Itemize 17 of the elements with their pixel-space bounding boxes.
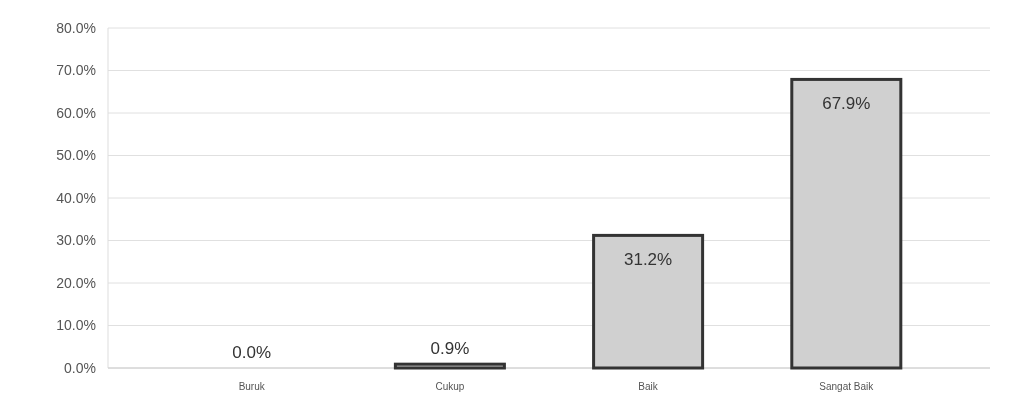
x-tick-label: Buruk (238, 381, 266, 392)
y-tick-label: 60.0% (56, 104, 96, 121)
x-tick-label: Cukup (435, 381, 465, 392)
data-label: 31.2% (624, 250, 673, 270)
data-label: 0.0% (232, 343, 272, 362)
y-tick-label: 10.0% (56, 317, 96, 334)
data-label: 0.9% (430, 339, 470, 359)
y-tick-label: 0.0% (64, 359, 96, 376)
y-tick-label: 30.0% (56, 232, 96, 249)
data-label: 67.9% (822, 94, 871, 114)
x-tick-label: Baik (638, 381, 659, 392)
y-tick-label: 50.0% (56, 147, 96, 164)
y-tick-label: 40.0% (56, 189, 96, 206)
y-tick-label: 20.0% (56, 274, 96, 291)
y-tick-label: 70.0% (56, 62, 96, 79)
x-tick-label: Sangat Baik (819, 381, 875, 392)
y-tick-label: 80.0% (56, 19, 96, 36)
